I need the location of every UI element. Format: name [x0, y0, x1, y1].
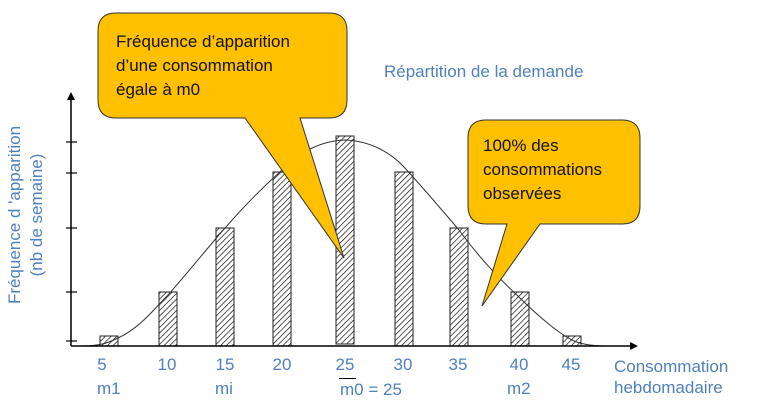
x-tick-40: 40	[509, 355, 529, 374]
chart-title: Répartition de la demande	[384, 62, 584, 81]
x-axis-label-line1: Consommation	[614, 357, 729, 376]
callout-mode-line1: Fréquence d’apparition	[116, 32, 290, 51]
x-tick-25: 25	[335, 355, 355, 374]
callout-total-line3: observées	[483, 184, 562, 203]
callout-total	[467, 119, 641, 307]
callout-mode-line3: égale à m0	[116, 80, 201, 99]
normal-curve	[79, 139, 607, 347]
sublabel-m1: m1	[97, 379, 121, 398]
callout-mode	[97, 12, 348, 259]
callout-total-line1: 100% des	[483, 136, 559, 155]
x-tick-20: 20	[272, 355, 292, 374]
m0-overline	[339, 378, 356, 379]
bar-30	[394, 171, 414, 347]
axes	[66, 92, 638, 350]
bar-15	[215, 227, 235, 347]
x-tick-45: 45	[561, 355, 581, 374]
x-tick-5: 5	[97, 355, 107, 374]
y-axis-label-line1: Fréquence d 'apparition	[5, 125, 24, 305]
callout-mode-line2: d’une consommation	[116, 56, 273, 75]
y-axis-label-line2: (nb de semaine)	[27, 153, 46, 277]
callout-total-text: 100% des consommations observées	[483, 134, 602, 206]
callout-mode-text: Fréquence d’apparition d’une consommatio…	[116, 30, 290, 102]
callout-total-line2: consommations	[483, 160, 603, 179]
y-axis-arrow-icon	[67, 92, 75, 100]
bar-10	[158, 291, 178, 347]
y-axis-label: Fréquence d 'apparition (nb de semaine)	[4, 85, 48, 345]
bar-20	[272, 171, 292, 347]
sublabel-mi: mi	[215, 379, 233, 398]
x-axis-arrow-icon	[630, 342, 638, 350]
x-axis-label-line2: hebdomadaire	[614, 378, 723, 397]
bar-40	[510, 291, 530, 347]
x-tick-35: 35	[448, 355, 468, 374]
x-axis-label: Consommation hebdomadaire	[614, 356, 728, 398]
bar-5	[99, 335, 119, 347]
bar-45	[562, 335, 582, 347]
sublabel-m2: m2	[507, 379, 531, 398]
sublabel-m0: m0 = 25	[340, 380, 402, 399]
x-tick-15: 15	[215, 355, 235, 374]
x-tick-10: 10	[157, 355, 177, 374]
x-tick-30: 30	[393, 355, 413, 374]
bar-35	[449, 227, 469, 347]
